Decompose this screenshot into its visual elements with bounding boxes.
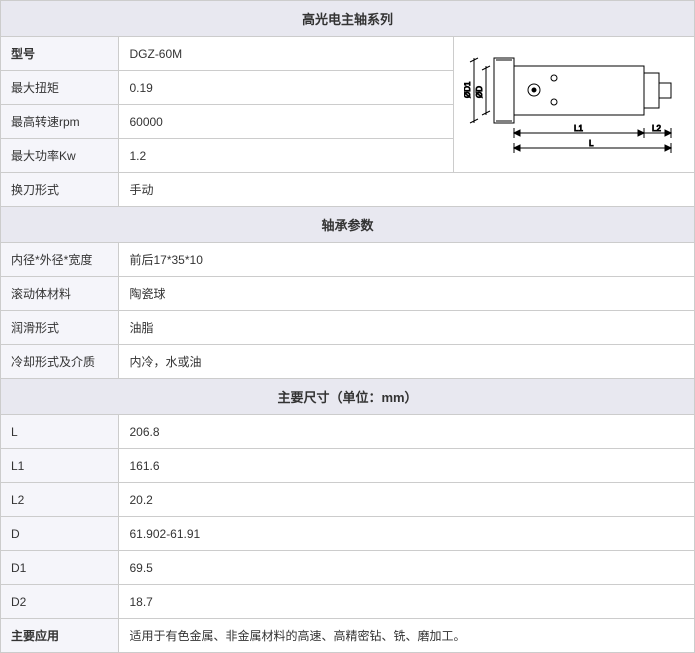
- value-rpm: 60000: [119, 105, 454, 139]
- diagram-label-l2: L2: [652, 124, 661, 133]
- label-power: 最大功率Kw: [1, 139, 119, 173]
- value-dim-d2: 18.7: [119, 585, 695, 619]
- row-application: 主要应用 适用于有色金属、非金属材料的高速、高精密钻、铣、磨加工。: [1, 619, 695, 653]
- row-dim-d2: D2 18.7: [1, 585, 695, 619]
- spindle-diagram: ØD1 ØD L1: [464, 48, 684, 158]
- label-model: 型号: [1, 37, 119, 71]
- dimensions-header-row: 主要尺寸（单位：mm）: [1, 379, 695, 415]
- label-cooling: 冷却形式及介质: [1, 345, 119, 379]
- value-power: 1.2: [119, 139, 454, 173]
- value-lubrication: 油脂: [119, 311, 695, 345]
- label-dim-d2: D2: [1, 585, 119, 619]
- diagram-label-l: L: [589, 139, 594, 148]
- value-dim-l: 206.8: [119, 415, 695, 449]
- label-torque: 最大扭矩: [1, 71, 119, 105]
- label-dim-l2: L2: [1, 483, 119, 517]
- spec-table: 高光电主轴系列 型号 DGZ-60M ØD1 ØD: [0, 0, 695, 653]
- row-bearing-size: 内径*外径*宽度 前后17*35*10: [1, 243, 695, 277]
- row-dim-l: L 206.8: [1, 415, 695, 449]
- bearing-title: 轴承参数: [1, 207, 695, 243]
- value-dim-l1: 161.6: [119, 449, 695, 483]
- row-bearing-material: 滚动体材料 陶瓷球: [1, 277, 695, 311]
- series-header-row: 高光电主轴系列: [1, 1, 695, 37]
- label-lubrication: 润滑形式: [1, 311, 119, 345]
- row-dim-d: D 61.902-61.91: [1, 517, 695, 551]
- diagram-label-d: ØD: [475, 86, 484, 98]
- value-cooling: 内冷，水或油: [119, 345, 695, 379]
- label-bearing-material: 滚动体材料: [1, 277, 119, 311]
- value-bearing-size: 前后17*35*10: [119, 243, 695, 277]
- value-torque: 0.19: [119, 71, 454, 105]
- label-application: 主要应用: [1, 619, 119, 653]
- value-dim-d: 61.902-61.91: [119, 517, 695, 551]
- label-tool-change: 换刀形式: [1, 173, 119, 207]
- dimensions-title: 主要尺寸（单位：mm）: [1, 379, 695, 415]
- label-dim-d1: D1: [1, 551, 119, 585]
- label-rpm: 最高转速rpm: [1, 105, 119, 139]
- row-lubrication: 润滑形式 油脂: [1, 311, 695, 345]
- series-title: 高光电主轴系列: [1, 1, 695, 37]
- label-bearing-size: 内径*外径*宽度: [1, 243, 119, 277]
- diagram-label-d1: ØD1: [464, 81, 472, 98]
- row-dim-d1: D1 69.5: [1, 551, 695, 585]
- label-dim-l1: L1: [1, 449, 119, 483]
- value-dim-d1: 69.5: [119, 551, 695, 585]
- value-application: 适用于有色金属、非金属材料的高速、高精密钻、铣、磨加工。: [119, 619, 695, 653]
- row-model: 型号 DGZ-60M ØD1 ØD: [1, 37, 695, 71]
- bearing-header-row: 轴承参数: [1, 207, 695, 243]
- label-dim-l: L: [1, 415, 119, 449]
- row-dim-l2: L2 20.2: [1, 483, 695, 517]
- value-model: DGZ-60M: [119, 37, 454, 71]
- row-tool-change: 换刀形式 手动: [1, 173, 695, 207]
- row-dim-l1: L1 161.6: [1, 449, 695, 483]
- value-tool-change: 手动: [119, 173, 695, 207]
- value-dim-l2: 20.2: [119, 483, 695, 517]
- spindle-diagram-cell: ØD1 ØD L1: [454, 37, 695, 173]
- diagram-label-l1: L1: [574, 124, 583, 133]
- row-cooling: 冷却形式及介质 内冷，水或油: [1, 345, 695, 379]
- label-dim-d: D: [1, 517, 119, 551]
- value-bearing-material: 陶瓷球: [119, 277, 695, 311]
